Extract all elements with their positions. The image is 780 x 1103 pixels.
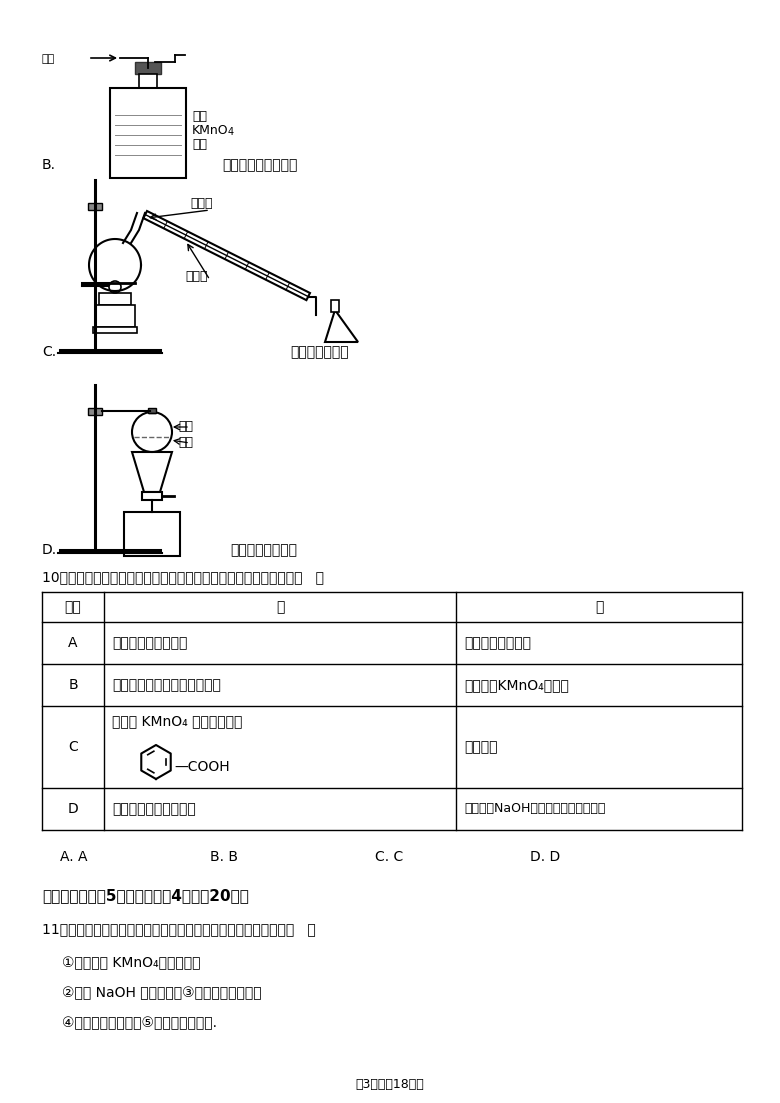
Text: D.: D. [42,543,57,557]
Text: —COOH: —COOH [174,760,229,774]
Bar [93,326,137,333]
Text: B: B [68,678,78,692]
Text: 出水口: 出水口 [185,270,207,283]
Text: 甲烷与氯气反应制备四氯化碳: 甲烷与氯气反应制备四氯化碳 [112,678,221,692]
Bar [99,293,131,306]
Text: D: D [68,802,78,816]
Text: 溨乙烷水解制备乙醇: 溨乙烷水解制备乙醇 [112,636,187,650]
Text: 用于石油的分馏: 用于石油的分馏 [290,345,349,358]
Text: ①能使酸性 KMnO₄溶液褮色；: ①能使酸性 KMnO₄溶液褮色； [62,956,200,970]
Text: 进水口: 进水口 [190,197,212,210]
Text: 二、选择题（共5小题，每小题4分，满20分）: 二、选择题（共5小题，每小题4分，满20分） [42,888,249,903]
Text: B. B: B. B [210,850,238,864]
Text: 溶液: 溶液 [192,138,207,151]
Text: C: C [68,740,78,754]
Text: 乙: 乙 [595,600,603,614]
Text: 乙烯水化制备乙醇: 乙烯水化制备乙醇 [464,636,531,650]
Text: 甲苯与 KMnO₄ 溶液反应生成: 甲苯与 KMnO₄ 溶液反应生成 [112,714,243,728]
Bar [331,300,339,312]
Bar [110,88,186,178]
Text: 11．某有机物的结构如图所示，这种有机物不可能具有的性质是（   ）: 11．某有机物的结构如图所示，这种有机物不可能具有的性质是（ ） [42,922,316,936]
Text: KMnO: KMnO [192,124,229,137]
Text: 溨乙烷与NaOH的醇溶液反应生成乙烯: 溨乙烷与NaOH的醇溶液反应生成乙烯 [464,802,605,815]
Text: 气体: 气体 [42,54,55,64]
Bar [135,62,161,74]
Text: 用于分离溨苯和水: 用于分离溨苯和水 [230,543,297,557]
Text: ④能发生加成反应；⑤能发生水解反应.: ④能发生加成反应；⑤能发生水解反应. [62,1016,217,1030]
Text: D. D: D. D [530,850,560,864]
Text: A: A [69,636,78,650]
Bar [88,203,102,210]
Bar [139,74,157,88]
Text: 甲: 甲 [276,600,284,614]
Text: 4: 4 [228,127,234,137]
Text: 选项: 选项 [65,600,81,614]
Text: 水层: 水层 [178,420,193,433]
Text: C.: C. [42,345,56,358]
Text: 苯的燃烧: 苯的燃烧 [464,740,498,754]
Bar [95,306,135,326]
Text: 苯与液溨反应制备溨苯: 苯与液溨反应制备溨苯 [112,802,196,816]
Bar [88,408,102,415]
Text: 10．下列每个选项的甲、乙两个反应中，属于同一种反应类型的是（   ）: 10．下列每个选项的甲、乙两个反应中，属于同一种反应类型的是（ ） [42,570,324,583]
Text: 乙烯通入KMnO₄溶液中: 乙烯通入KMnO₄溶液中 [464,678,569,692]
Bar [142,492,162,500]
Text: A. A: A. A [60,850,87,864]
Text: C. C: C. C [375,850,403,864]
Text: B.: B. [42,158,56,172]
Text: ②能跟 NaOH 溶液反应；③能发生酵化反应；: ②能跟 NaOH 溶液反应；③能发生酵化反应； [62,986,261,1000]
Text: 酸性: 酸性 [192,110,207,124]
Text: 可除去甲烷中的乙烯: 可除去甲烷中的乙烯 [222,158,297,172]
Bar [148,408,156,413]
Text: 第3页（冁18页）: 第3页（冁18页） [356,1078,424,1091]
Bar [124,512,180,556]
Text: 溨苯: 溨苯 [178,436,193,449]
